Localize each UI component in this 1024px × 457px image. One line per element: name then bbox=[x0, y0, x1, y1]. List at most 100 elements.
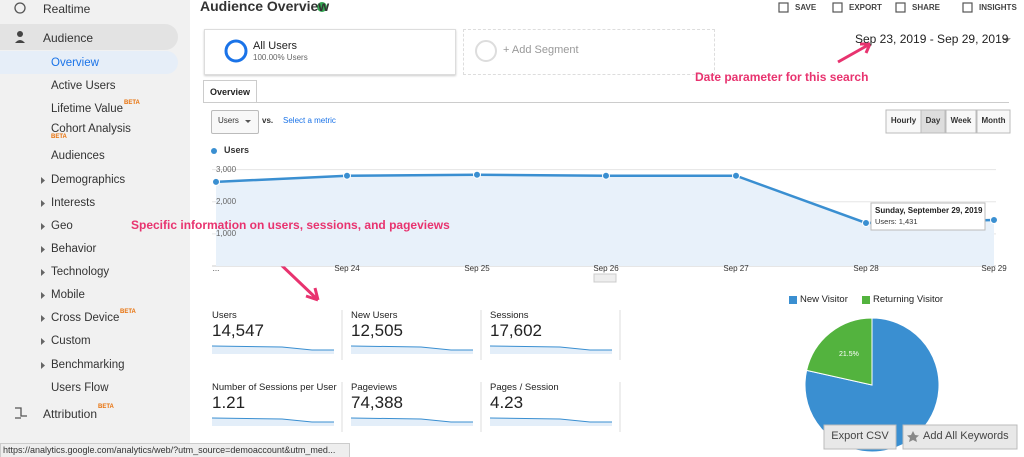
sidebar bbox=[0, 0, 190, 457]
legend-swatch bbox=[862, 296, 870, 304]
sparkline bbox=[350, 417, 473, 423]
action-icon bbox=[962, 2, 973, 13]
sparkline bbox=[350, 345, 473, 351]
metric-select[interactable]: Users bbox=[218, 116, 239, 125]
sparkline bbox=[211, 417, 334, 423]
expand-arrow bbox=[41, 292, 45, 299]
sparkline bbox=[351, 418, 473, 426]
legend-swatch bbox=[789, 296, 797, 304]
keywords-button[interactable]: Add All Keywords bbox=[923, 430, 1009, 442]
x-tick-label: Sep 28 bbox=[853, 264, 879, 273]
vs-label: vs. bbox=[262, 116, 274, 125]
icon bbox=[15, 40, 25, 43]
header-action[interactable]: SHARE bbox=[912, 3, 941, 12]
x-tick-label: Sep 25 bbox=[464, 264, 490, 273]
pie-label: 21.5% bbox=[839, 351, 859, 358]
expand-arrow bbox=[41, 362, 45, 369]
metric-value: 1.21 bbox=[212, 393, 246, 412]
pie-slice bbox=[806, 317, 873, 386]
dropdown-arrow bbox=[1003, 38, 1011, 42]
expand-arrow bbox=[41, 200, 45, 207]
icon bbox=[14, 2, 26, 14]
nav-item[interactable]: Mobile bbox=[51, 289, 85, 301]
nav-item[interactable]: Users Flow bbox=[51, 382, 109, 394]
nav-item[interactable]: Custom bbox=[51, 335, 91, 347]
metric-value: 12,505 bbox=[351, 321, 403, 340]
beta-badge: BETA bbox=[120, 309, 136, 315]
metric-label: Users bbox=[212, 310, 237, 321]
header-action[interactable]: EXPORT bbox=[849, 3, 882, 12]
nav-item[interactable]: Geo bbox=[51, 220, 73, 232]
x-tick-label: ... bbox=[212, 264, 220, 273]
dropdown-arrow bbox=[245, 120, 251, 123]
expand-arrow bbox=[41, 246, 45, 253]
metric-label: Sessions bbox=[490, 310, 529, 321]
nav-item[interactable]: Audience bbox=[43, 31, 94, 45]
nav-item[interactable]: Attribution bbox=[43, 407, 98, 421]
segment-name[interactable]: All Users bbox=[253, 40, 298, 52]
expand-arrow bbox=[41, 177, 45, 184]
granularity-option[interactable]: Hourly bbox=[890, 116, 917, 125]
sparkline bbox=[211, 345, 334, 351]
nav-item[interactable]: Audiences bbox=[51, 150, 105, 162]
legend-marker bbox=[211, 148, 217, 154]
header-action[interactable]: INSIGHTS bbox=[979, 3, 1017, 12]
sparkline bbox=[212, 418, 334, 426]
x-tick-label: Sep 26 bbox=[593, 264, 619, 273]
segment-detail: 100.00% Users bbox=[253, 53, 308, 62]
export-button[interactable]: Export CSV bbox=[831, 430, 889, 442]
metric-link[interactable]: Select a metric bbox=[283, 116, 336, 125]
beta-badge: BETA bbox=[124, 100, 140, 106]
beta-badge: BETA bbox=[51, 134, 67, 140]
nav-item[interactable]: Lifetime Value bbox=[51, 103, 124, 115]
granularity-option[interactable]: Week bbox=[950, 116, 972, 125]
expand-arrow bbox=[41, 223, 45, 230]
segment-icon bbox=[224, 39, 248, 63]
granularity-option[interactable]: Day bbox=[925, 116, 941, 125]
date-range[interactable]: Sep 23, 2019 - Sep 29, 2019 bbox=[855, 32, 1009, 46]
icon bbox=[15, 407, 27, 419]
sparkline bbox=[490, 418, 612, 426]
point bbox=[990, 216, 998, 225]
nav-item[interactable]: Behavior bbox=[51, 243, 97, 255]
tab[interactable] bbox=[203, 80, 257, 103]
metric-dropdown[interactable] bbox=[211, 110, 259, 134]
x-tick-label: Sep 24 bbox=[334, 264, 360, 273]
nav-item[interactable]: Active Users bbox=[51, 80, 116, 92]
button bbox=[823, 424, 897, 450]
segment-box[interactable] bbox=[463, 29, 715, 75]
collapse-handle bbox=[593, 273, 617, 283]
nav-item[interactable]: Interests bbox=[51, 197, 96, 209]
point bbox=[602, 171, 610, 180]
tab-label[interactable]: Overview bbox=[210, 87, 251, 97]
legend-label: New Visitor bbox=[800, 294, 848, 305]
segment-icon bbox=[475, 40, 497, 62]
sparkline bbox=[351, 346, 473, 354]
x-tick-label: Sep 27 bbox=[723, 264, 749, 273]
segment-box[interactable] bbox=[204, 29, 456, 75]
sparkline bbox=[489, 345, 612, 351]
sparkline bbox=[212, 346, 334, 354]
nav-item[interactable]: Overview bbox=[51, 57, 99, 69]
nav-item[interactable]: Realtime bbox=[43, 2, 91, 16]
add-segment[interactable]: + Add Segment bbox=[503, 44, 579, 56]
metric-label: Pageviews bbox=[351, 382, 397, 393]
nav-item[interactable]: Cohort Analysis bbox=[51, 123, 131, 135]
point bbox=[862, 218, 870, 227]
y-tick-label: 1,000 bbox=[216, 228, 237, 238]
nav-item[interactable]: Technology bbox=[51, 266, 110, 278]
sparkline bbox=[489, 417, 612, 423]
nav-item[interactable]: Demographics bbox=[51, 174, 126, 186]
granularity-option[interactable]: Month bbox=[981, 116, 1006, 125]
granularity-button bbox=[976, 109, 1011, 134]
y-tick-label: 3,000 bbox=[216, 164, 237, 174]
metric-value: 17,602 bbox=[490, 321, 542, 340]
action-icon bbox=[832, 2, 843, 13]
tooltip bbox=[870, 202, 986, 231]
nav-item[interactable]: Cross Device bbox=[51, 312, 120, 324]
header-action[interactable]: SAVE bbox=[795, 3, 817, 12]
nav-item[interactable]: Benchmarking bbox=[51, 359, 125, 371]
point bbox=[343, 171, 351, 180]
